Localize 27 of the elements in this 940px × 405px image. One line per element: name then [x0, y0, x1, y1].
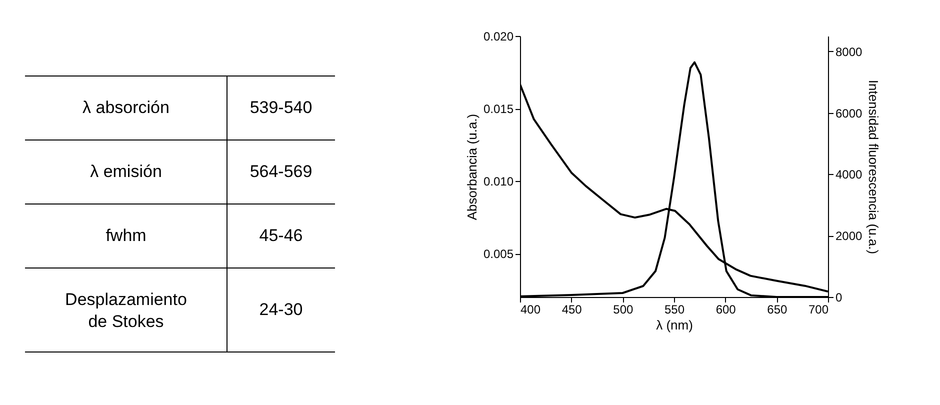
y-tick-label: 0.020 [483, 30, 514, 44]
x-tick-label: 500 [613, 302, 634, 316]
x-tick-label: 550 [664, 302, 685, 316]
y-tick-label: 0.010 [483, 174, 514, 188]
y-tick-label: 0.005 [483, 247, 514, 261]
x-axis-title: λ (nm) [656, 318, 693, 332]
text: λ emisión [90, 162, 162, 181]
y2-tick-label: 2000 [836, 229, 863, 244]
y-tick-label: 0.015 [483, 102, 514, 116]
x-tick-label: 600 [716, 302, 736, 316]
text: 539-540 [250, 98, 312, 117]
y2-tick-label: 4000 [836, 168, 863, 182]
y2-tick-label: 6000 [836, 106, 863, 120]
x-tick-label: 700 [808, 302, 829, 316]
y2-tick-label: 0 [836, 290, 842, 304]
x-tick-label: 400 [520, 302, 541, 316]
y2-tick-label: 8000 [836, 44, 863, 59]
x-tick-label: 650 [767, 302, 788, 316]
text: 24-30 [259, 300, 303, 319]
y2-axis-title: Intensidad fluorescencia (u.a.) [866, 80, 882, 254]
y-axis-title: Absorbancia (u.a.) [464, 114, 480, 220]
x-tick-label: 450 [562, 302, 582, 316]
text: 45-46 [259, 226, 303, 245]
text: fwhm [106, 226, 146, 245]
text: λ absorción [82, 98, 170, 117]
text: 564-569 [250, 162, 312, 181]
text: Desplazamiento de Stokes [65, 290, 187, 331]
